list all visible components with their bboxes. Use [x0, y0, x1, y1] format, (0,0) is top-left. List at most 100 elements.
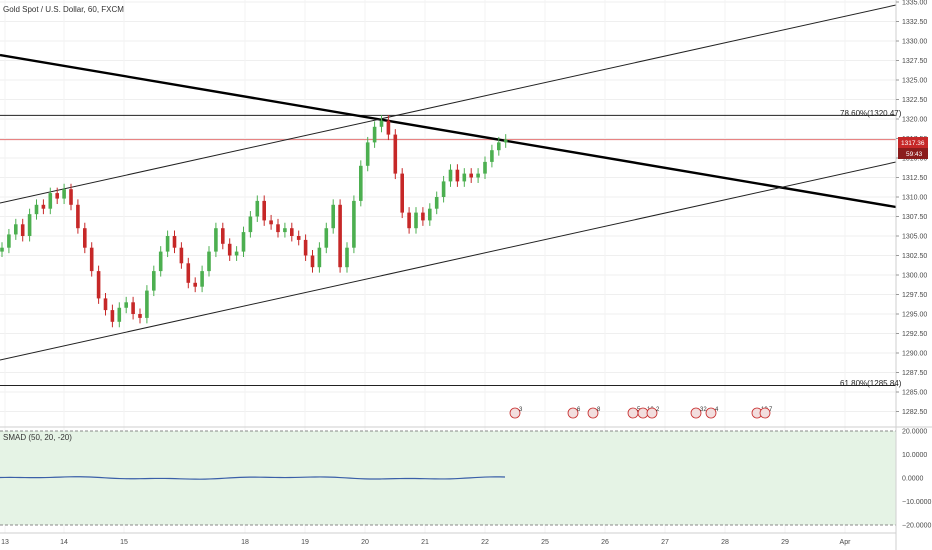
- candle-down: [89, 247, 94, 272]
- indicator-band-fill: [0, 431, 896, 525]
- candle-down: [386, 120, 391, 135]
- indicator-line: [0, 476, 506, 480]
- candle-up: [372, 126, 377, 143]
- channel-lower-line: [0, 161, 897, 361]
- candle-up: [0, 247, 4, 252]
- indicator-title: SMAD (50, 20, -20): [3, 433, 72, 442]
- event-count: 32: [700, 407, 707, 413]
- event-flag-icon: [646, 407, 658, 419]
- candle-down: [55, 193, 59, 199]
- candle-up: [200, 271, 204, 287]
- candle-up: [48, 193, 53, 209]
- event-count: 4: [715, 407, 719, 413]
- event-flag-icon: [759, 407, 771, 419]
- candle-up: [14, 224, 18, 235]
- y-tick-label: 1300.00: [902, 273, 927, 280]
- indicator-tick-label: 0.0000: [902, 476, 924, 483]
- x-tick-label: 22: [481, 539, 489, 546]
- x-tick-label: 27: [661, 539, 669, 546]
- candle-down: [83, 228, 87, 248]
- x-tick-label: 25: [541, 539, 549, 546]
- candle-down: [20, 224, 25, 236]
- candle-down: [469, 173, 473, 178]
- y-tick-label: 1312.50: [902, 175, 927, 182]
- x-tick-label: 26: [601, 539, 609, 546]
- candle-down: [186, 263, 191, 283]
- candle-up: [483, 161, 487, 174]
- candle-down: [69, 189, 73, 205]
- x-tick-label: 21: [421, 539, 429, 546]
- y-tick-label: 1297.50: [902, 292, 927, 299]
- y-tick-label: 1307.50: [902, 214, 927, 221]
- candle-up: [345, 247, 349, 268]
- indicator-tick-label: −20.0000: [902, 523, 931, 530]
- candle-up: [324, 228, 329, 248]
- y-tick-label: 1290.00: [902, 351, 927, 358]
- event-flag-icon: [690, 407, 702, 419]
- candles: [0, 115, 508, 328]
- candle-down: [269, 220, 273, 225]
- event-flag-icon: [567, 407, 579, 419]
- candle-down: [96, 271, 101, 299]
- candle-down: [393, 134, 398, 174]
- candle-down: [76, 204, 80, 229]
- indicator-pane-background: [0, 426, 932, 525]
- candle-down: [138, 314, 142, 318]
- countdown-tag: 59:43: [906, 151, 923, 158]
- candle-up: [117, 307, 122, 322]
- countdown-tag-box: [898, 148, 928, 159]
- candle-down: [103, 298, 108, 311]
- candle-up: [317, 247, 322, 268]
- time-axis: 13 14 15 18 19 20 21 22 25 26 27 28 29 Apr: [0, 532, 896, 546]
- candle-up: [241, 232, 246, 252]
- x-tick-label: 13: [1, 539, 9, 546]
- resistance-trendline: [0, 53, 897, 209]
- candle-up: [428, 208, 432, 221]
- indicator-tick-label: 10.0000: [902, 452, 927, 459]
- price-tag: 1317.36: [901, 140, 925, 147]
- candle-down: [131, 302, 135, 314]
- candle-down: [41, 204, 46, 209]
- candle-up: [214, 228, 218, 252]
- candle-up: [207, 251, 211, 272]
- x-tick-label: Apr: [840, 539, 852, 546]
- candle-up: [434, 197, 439, 209]
- candle-up: [7, 234, 11, 248]
- fib-upper-label: 78.60%(1320.47): [840, 109, 902, 118]
- candle-down: [193, 282, 197, 287]
- x-tick-label: 15: [120, 539, 128, 546]
- y-tick-label: 1330.00: [902, 39, 927, 46]
- event-count: 6: [577, 407, 581, 413]
- candle-up: [441, 181, 446, 197]
- event-count: 7: [769, 407, 773, 413]
- candle-up: [476, 173, 480, 178]
- y-tick-label: 1310.00: [902, 195, 927, 202]
- candle-up: [165, 236, 170, 252]
- candle-up: [145, 290, 149, 318]
- candle-up: [152, 271, 156, 291]
- event-count: 2: [656, 407, 660, 413]
- candle-up: [62, 189, 66, 199]
- candle-up: [158, 251, 163, 272]
- candle-up: [365, 142, 370, 166]
- candle-down: [290, 228, 294, 236]
- event-count: 3: [519, 407, 523, 413]
- candle-up: [359, 165, 363, 201]
- x-tick-label: 20: [361, 539, 369, 546]
- symbol-title: Gold Spot / U.S. Dollar, 60, FXCM: [3, 5, 124, 14]
- candle-down: [276, 224, 280, 233]
- candle-up: [331, 204, 335, 229]
- candle-up: [379, 120, 384, 127]
- y-tick-label: 1327.50: [902, 58, 927, 65]
- candle-down: [172, 236, 177, 248]
- y-tick-label: 1282.50: [902, 409, 927, 416]
- y-tick-label: 1322.50: [902, 97, 927, 104]
- candle-down: [303, 239, 308, 256]
- candle-up: [124, 302, 128, 308]
- drawings: [0, 4, 897, 386]
- x-tick-label: 14: [60, 539, 68, 546]
- candle-up: [248, 216, 253, 233]
- economic-events: 3685122324107: [509, 407, 773, 419]
- candle-up: [503, 139, 508, 143]
